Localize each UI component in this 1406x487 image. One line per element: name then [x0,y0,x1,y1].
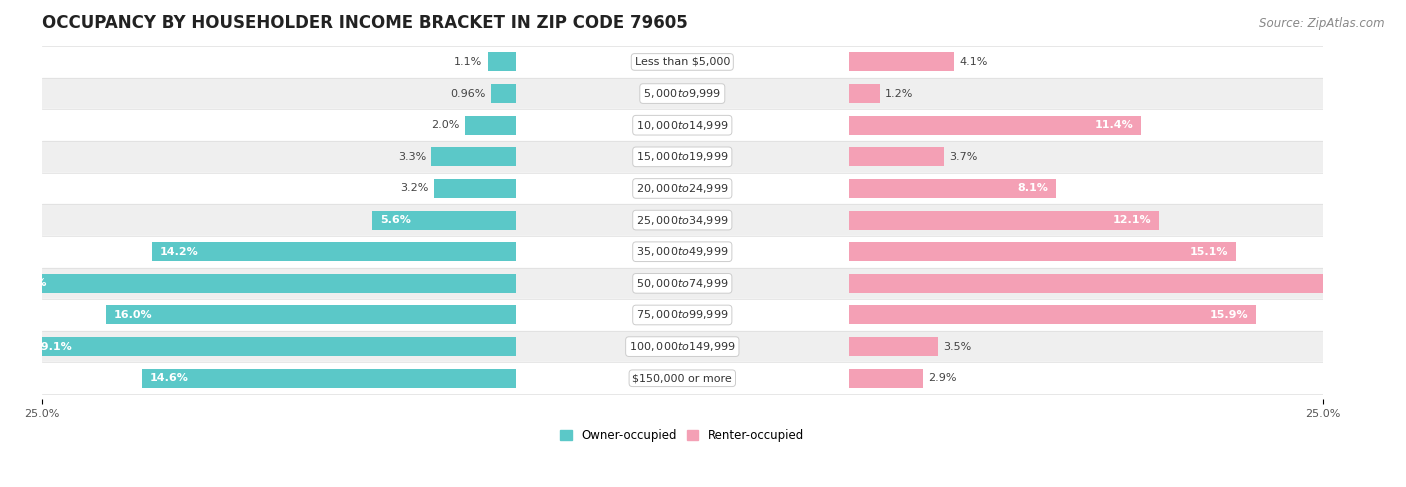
Bar [152,242,516,261]
Text: 16.0%: 16.0% [114,310,152,320]
Bar [849,84,880,103]
Bar [42,362,1323,394]
Text: 15.1%: 15.1% [1189,247,1227,257]
Text: 3.5%: 3.5% [943,341,972,352]
Text: 15.9%: 15.9% [1209,310,1249,320]
Bar [488,53,516,72]
Text: 4.1%: 4.1% [959,57,987,67]
Text: 14.6%: 14.6% [149,373,188,383]
Text: 3.7%: 3.7% [949,152,977,162]
Text: $35,000 to $49,999: $35,000 to $49,999 [636,245,728,258]
Bar [1,274,516,293]
Bar [849,274,1406,293]
Text: 2.9%: 2.9% [928,373,956,383]
Bar [849,369,924,388]
Bar [42,267,1323,299]
Text: $5,000 to $9,999: $5,000 to $9,999 [643,87,721,100]
Text: 12.1%: 12.1% [1112,215,1152,225]
Bar [42,78,1323,110]
Bar [42,331,1323,362]
Text: 3.3%: 3.3% [398,152,426,162]
Bar [464,116,516,135]
Bar [27,337,516,356]
Text: $20,000 to $24,999: $20,000 to $24,999 [636,182,728,195]
Bar [373,210,516,229]
Bar [42,299,1323,331]
Bar [491,84,516,103]
Legend: Owner-occupied, Renter-occupied: Owner-occupied, Renter-occupied [555,424,808,447]
Text: 11.4%: 11.4% [1094,120,1133,130]
Bar [42,204,1323,236]
Bar [432,148,516,167]
Text: $100,000 to $149,999: $100,000 to $149,999 [628,340,735,353]
Bar [42,110,1323,141]
Bar [105,305,516,324]
Bar [42,141,1323,173]
Text: 19.1%: 19.1% [34,341,73,352]
Text: 0.96%: 0.96% [451,89,486,98]
Text: 22.0%: 22.0% [1367,279,1405,288]
Bar [142,369,516,388]
Text: $150,000 or more: $150,000 or more [633,373,733,383]
Bar [42,46,1323,78]
Bar [849,116,1140,135]
Text: 3.2%: 3.2% [401,184,429,193]
Text: 14.2%: 14.2% [160,247,198,257]
Bar [849,242,1236,261]
Text: 1.2%: 1.2% [884,89,912,98]
Text: $75,000 to $99,999: $75,000 to $99,999 [636,308,728,321]
Text: 1.1%: 1.1% [454,57,482,67]
Text: $10,000 to $14,999: $10,000 to $14,999 [636,119,728,131]
Text: 20.1%: 20.1% [8,279,46,288]
Text: 2.0%: 2.0% [432,120,460,130]
Bar [42,173,1323,204]
Bar [849,148,943,167]
Bar [849,210,1159,229]
Text: OCCUPANCY BY HOUSEHOLDER INCOME BRACKET IN ZIP CODE 79605: OCCUPANCY BY HOUSEHOLDER INCOME BRACKET … [42,14,688,32]
Bar [434,179,516,198]
Text: 5.6%: 5.6% [380,215,411,225]
Text: $25,000 to $34,999: $25,000 to $34,999 [636,214,728,226]
Text: Less than $5,000: Less than $5,000 [634,57,730,67]
Bar [849,179,1056,198]
Bar [42,236,1323,267]
Text: 8.1%: 8.1% [1018,184,1049,193]
Text: $15,000 to $19,999: $15,000 to $19,999 [636,150,728,163]
Text: $50,000 to $74,999: $50,000 to $74,999 [636,277,728,290]
Bar [849,53,953,72]
Bar [849,305,1256,324]
Bar [849,337,938,356]
Text: Source: ZipAtlas.com: Source: ZipAtlas.com [1260,17,1385,30]
